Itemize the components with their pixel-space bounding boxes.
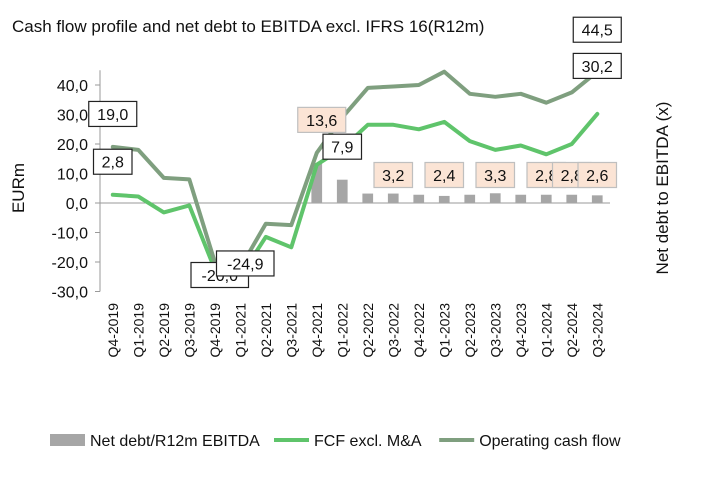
bar — [464, 194, 476, 203]
data-label: 44,5 — [582, 23, 613, 40]
data-label: 3,3 — [484, 168, 506, 185]
data-label: 30,2 — [582, 59, 613, 76]
bar — [413, 194, 425, 203]
data-label: 19,0 — [97, 107, 128, 124]
x-tick-label: Q1-2023 — [436, 303, 452, 358]
x-tick-label: Q2-2023 — [462, 303, 478, 358]
x-tick-label: Q4-2023 — [513, 303, 529, 358]
data-label-box — [215, 250, 275, 277]
x-tick-label: Q4-2022 — [411, 303, 427, 358]
x-tick-label: Q2-2021 — [258, 303, 274, 358]
legend-label: Operating cash flow — [479, 433, 621, 450]
data-label: -24,9 — [227, 256, 264, 273]
y-tick-label: 40,0 — [57, 78, 88, 95]
data-label: 7,9 — [331, 140, 353, 157]
y-tick-label: -10,0 — [52, 226, 89, 243]
data-label: 3,2 — [382, 168, 404, 185]
data-label-box — [88, 100, 138, 128]
y-tick-label: -20,0 — [52, 255, 89, 272]
plot-area: -30,0 -20,0 -10,0 0,0 10,0 20,0 30,0 40,0 Q4-201… — [52, 16, 622, 358]
x-tick-label: Q1-2021 — [232, 303, 248, 358]
data-label-box — [577, 161, 618, 189]
y-tick-label: -30,0 — [52, 285, 89, 302]
bar — [540, 194, 552, 203]
x-tick-label: Q2-2024 — [564, 303, 580, 358]
x-tick-label: Q1-2024 — [538, 303, 554, 358]
bar — [591, 195, 603, 203]
x-tick-label: Q3-2023 — [487, 303, 503, 358]
x-tick-label: Q4-2019 — [105, 303, 121, 358]
bar — [362, 193, 374, 203]
x-tick-label: Q2-2022 — [360, 303, 376, 358]
data-label-box — [424, 161, 465, 189]
x-tick-label: Q3-2019 — [181, 303, 197, 358]
y-tick-label: 20,0 — [57, 137, 88, 154]
x-tick-label: Q3-2022 — [385, 303, 401, 358]
data-label: 2,8 — [561, 168, 583, 185]
x-tick-label: Q1-2019 — [130, 303, 146, 358]
y-axis-label-right: Net debt to EBITDA (x) — [653, 102, 672, 275]
data-label: 2,8 — [535, 168, 557, 185]
x-tick-label: Q3-2024 — [589, 303, 605, 358]
data-label-box — [373, 161, 414, 189]
bar — [566, 194, 578, 203]
legend-label: FCF excl. M&A — [314, 433, 422, 450]
bar — [311, 162, 323, 203]
data-label-box — [322, 133, 363, 160]
bar — [515, 194, 527, 203]
series-line — [110, 69, 600, 270]
data-label: 13,6 — [306, 113, 337, 130]
y-tick-label: 30,0 — [57, 108, 88, 125]
legend: Net debt/R12m EBITDA FCF excl. M&A Operati… — [50, 433, 621, 450]
data-label-box — [297, 106, 347, 133]
data-label-box — [572, 52, 622, 80]
bar — [438, 195, 450, 203]
legend-swatch-bar — [50, 434, 85, 446]
bar — [336, 179, 348, 203]
data-label: 2,6 — [586, 168, 608, 185]
data-label-box — [572, 16, 622, 43]
data-label: 2,4 — [433, 168, 455, 185]
data-label-box — [475, 161, 516, 189]
x-tick-label: Q2-2019 — [156, 303, 172, 358]
x-tick-label: Q3-2021 — [283, 303, 299, 358]
y-tick-label: 10,0 — [57, 167, 88, 184]
chart-title: Cash flow profile and net debt to EBITDA… — [12, 17, 484, 36]
x-tick-label: Q4-2019 — [207, 303, 223, 358]
bar — [489, 193, 501, 203]
data-label: 2,8 — [102, 155, 124, 172]
bar — [387, 193, 399, 203]
y-axis-label-left: EURm — [9, 163, 28, 213]
x-tick-label: Q1-2022 — [334, 303, 350, 358]
y-tick-label: 0,0 — [66, 196, 88, 213]
data-label-box — [92, 148, 133, 175]
x-tick-label: Q4-2021 — [309, 303, 325, 358]
legend-label: Net debt/R12m EBITDA — [90, 433, 260, 450]
